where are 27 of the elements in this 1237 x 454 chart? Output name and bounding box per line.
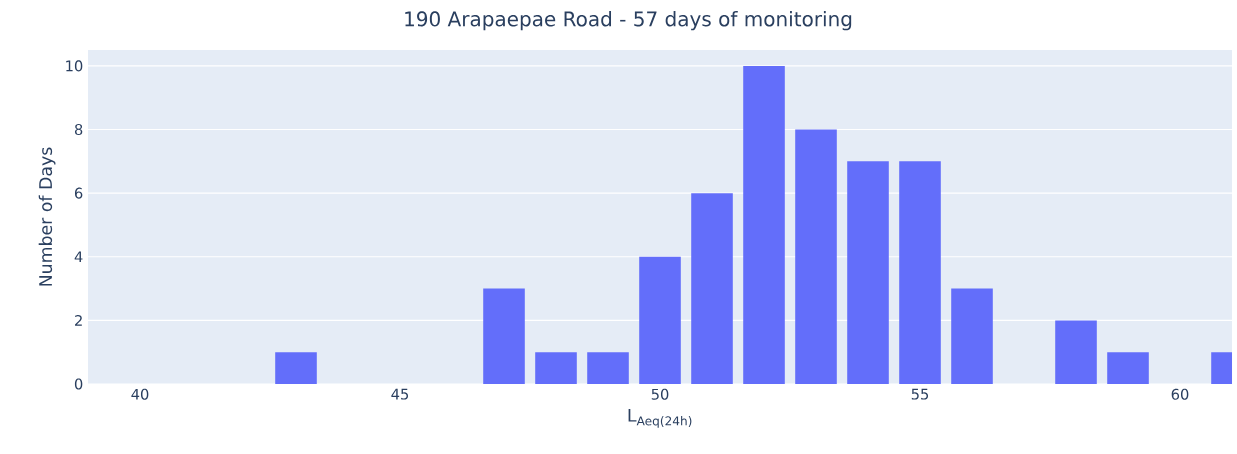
bar <box>795 129 837 384</box>
bar <box>587 352 629 384</box>
bar <box>691 193 733 384</box>
x-tick-label: 40 <box>131 388 149 400</box>
chart-title: 190 Arapaepae Road - 57 days of monitoring <box>405 11 852 31</box>
bar <box>639 256 681 384</box>
x-tick-label: 55 <box>911 388 929 400</box>
bar <box>483 288 525 384</box>
bar <box>535 352 577 384</box>
bar <box>951 288 993 384</box>
bar <box>847 161 889 384</box>
bar <box>1055 320 1097 384</box>
x-tick-label: 45 <box>391 388 409 400</box>
x-tick-label: 60 <box>1171 388 1189 400</box>
x-tick-label: 50 <box>651 388 669 400</box>
y-tick-label: 6 <box>74 187 83 199</box>
bar <box>743 65 785 384</box>
x-axis-title: L$_{Aeq(24h)}$ <box>628 408 692 428</box>
bar <box>1107 352 1149 384</box>
y-tick-label: 8 <box>74 123 83 136</box>
y-tick-label: 2 <box>75 314 82 326</box>
bar <box>899 161 941 384</box>
y-tick-label: 0 <box>74 378 83 390</box>
y-tick-label: 4 <box>74 251 83 263</box>
y-axis-title: Number of Days <box>38 147 56 286</box>
y-tick-label: 10 <box>66 60 83 72</box>
bar <box>275 352 317 384</box>
